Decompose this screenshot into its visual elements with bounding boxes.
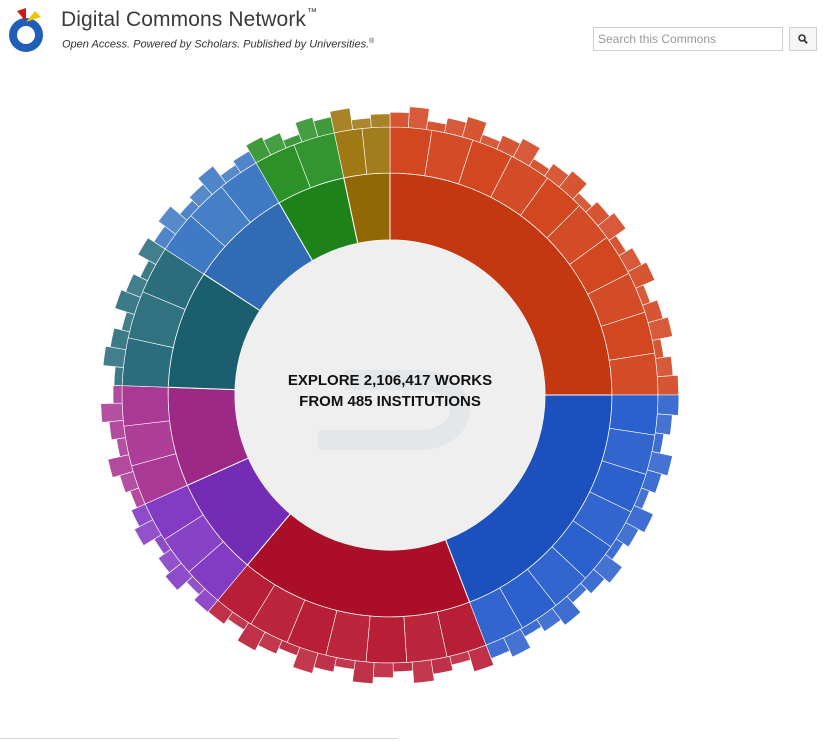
sunburst-slice-orange-ring3-1[interactable] (389, 111, 410, 128)
discipline-sunburst-chart[interactable] (0, 70, 823, 741)
sunburst-center-disc[interactable] (235, 240, 545, 550)
sunburst-slice-orange-ring3-22[interactable] (655, 356, 674, 378)
sunburst-slice-gold-ring2-2[interactable] (361, 126, 391, 175)
institutions-count-text: FROM 485 INSTITUTIONS (299, 393, 481, 410)
site-header: Digital Commons Network™ Open Access. Po… (0, 0, 823, 70)
digital-commons-logo[interactable] (4, 4, 52, 54)
sunburst-slice-crimson-ring2-3[interactable] (365, 615, 408, 664)
sunburst-slice-blue-ring3-1[interactable] (657, 394, 680, 416)
sunburst-slice-magenta-ring3-5[interactable] (108, 420, 126, 441)
sunburst-slice-gold-ring3-2[interactable] (351, 117, 372, 130)
sunburst-slice-magenta-ring3-7[interactable] (112, 385, 123, 404)
sunburst-slice-magenta-ring3-6[interactable] (100, 402, 124, 423)
sunburst-slice-gold-ring3-3[interactable] (370, 113, 391, 128)
site-tagline: Open Access. Powered by Scholars. Publis… (62, 38, 374, 51)
search-button[interactable] (789, 27, 817, 51)
sunburst-slice-teal-ring3-2[interactable] (102, 345, 127, 368)
search-input[interactable] (593, 27, 783, 51)
site-title-text: Digital Commons Network (61, 8, 307, 31)
footer-divider (0, 738, 398, 739)
search-form (593, 27, 818, 51)
explore-sunburst-area: EXPLORE 2,106,417 WORKS FROM 485 INSTITU… (0, 70, 823, 741)
explore-works-label[interactable]: EXPLORE 2,106,417 WORKS FROM 485 INSTITU… (240, 370, 540, 412)
sunburst-slice-crimson-ring3-7[interactable] (352, 660, 375, 684)
sunburst-slice-orange-ring3-2[interactable] (407, 106, 430, 130)
sunburst-slice-orange-ring3-23[interactable] (657, 374, 679, 396)
sunburst-slice-teal-ring3-1[interactable] (113, 366, 124, 386)
sunburst-slice-crimson-ring3-4[interactable] (411, 659, 435, 684)
trademark-mark: ™ (307, 7, 318, 18)
center-watermark-mark (317, 370, 470, 450)
registered-mark: ® (369, 38, 375, 45)
works-count-text: EXPLORE 2,106,417 WORKS (287, 372, 493, 389)
sunburst-slice-crimson-ring3-5[interactable] (392, 661, 414, 673)
sunburst-slice-orange-ring2-10[interactable] (608, 352, 659, 396)
sunburst-slice-gold-ring3-1[interactable] (329, 107, 354, 134)
tagline-text: Open Access. Powered by Scholars. Publis… (62, 38, 370, 51)
sunburst-slice-magenta-ring2-3[interactable] (121, 385, 170, 427)
sunburst-slice-crimson-ring3-6[interactable] (372, 662, 394, 678)
search-icon (798, 34, 808, 44)
sunburst-slice-blue-ring3-2[interactable] (654, 413, 673, 436)
site-title[interactable]: Digital Commons Network™ (61, 7, 318, 32)
